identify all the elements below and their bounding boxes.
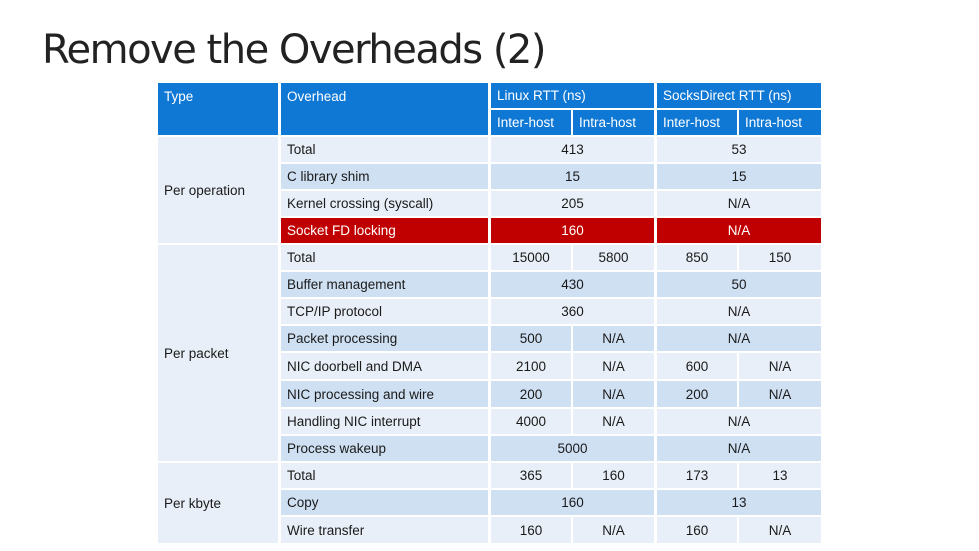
value-cell: 13 [657,490,821,515]
value-cell: 200 [491,381,571,407]
value-cell: 150 [739,245,821,270]
header-linux-intra-host: Intra-host [573,110,654,135]
value-cell: 53 [657,137,821,162]
value-cell: 500 [491,326,571,351]
header-overhead: Overhead [281,83,488,135]
row-label: Wire transfer [281,517,488,543]
row-label: C library shim [281,164,488,189]
row-label: Process wakeup [281,436,488,461]
header-socks-inter-host: Inter-host [657,110,737,135]
header-linux-inter-host: Inter-host [491,110,571,135]
value-cell-highlighted: 160 [491,218,654,243]
value-cell: 160 [491,517,571,543]
value-cell: N/A [657,409,821,434]
value-cell: 5000 [491,436,654,461]
value-cell: 160 [491,490,654,515]
row-label: Total [281,137,488,162]
row-label: NIC doorbell and DMA [281,353,488,379]
value-cell: 205 [491,191,654,216]
header-socks-intra-host: Intra-host [739,110,821,135]
value-cell: 2100 [491,353,571,379]
header-socksdirect-rtt: SocksDirect RTT (ns) [657,83,821,108]
value-cell: 5800 [573,245,654,270]
value-cell: N/A [739,353,821,379]
value-cell: 600 [657,353,737,379]
group-per-kbyte: Per kbyte [158,463,278,543]
row-label-highlighted: Socket FD locking [281,218,488,243]
value-cell: 15 [657,164,821,189]
value-cell: 160 [657,517,737,543]
row-label: Packet processing [281,326,488,351]
value-cell: 430 [491,272,654,297]
value-cell: N/A [573,517,654,543]
value-cell: N/A [573,409,654,434]
value-cell: 173 [657,463,737,488]
value-cell: 15000 [491,245,571,270]
value-cell: 850 [657,245,737,270]
value-cell: N/A [657,326,821,351]
value-cell: 13 [739,463,821,488]
value-cell: 365 [491,463,571,488]
slide-title: Remove the Overheads (2) [42,27,546,73]
value-cell: N/A [573,326,654,351]
value-cell: 4000 [491,409,571,434]
value-cell: 15 [491,164,654,189]
row-label: TCP/IP protocol [281,299,488,324]
value-cell: 50 [657,272,821,297]
value-cell: N/A [573,353,654,379]
value-cell: N/A [573,381,654,407]
group-per-operation: Per operation [158,137,278,243]
header-linux-rtt: Linux RTT (ns) [491,83,654,108]
row-label: Total [281,463,488,488]
value-cell: 413 [491,137,654,162]
row-label: Buffer management [281,272,488,297]
row-label: Handling NIC interrupt [281,409,488,434]
row-label: NIC processing and wire [281,381,488,407]
value-cell: 160 [573,463,654,488]
value-cell: N/A [657,191,821,216]
value-cell: N/A [657,299,821,324]
header-type: Type [158,83,278,135]
row-label: Total [281,245,488,270]
value-cell: 200 [657,381,737,407]
value-cell: 360 [491,299,654,324]
value-cell: N/A [739,381,821,407]
group-per-packet: Per packet [158,245,278,461]
value-cell: N/A [657,436,821,461]
value-cell: N/A [739,517,821,543]
row-label: Kernel crossing (syscall) [281,191,488,216]
value-cell-highlighted: N/A [657,218,821,243]
row-label: Copy [281,490,488,515]
